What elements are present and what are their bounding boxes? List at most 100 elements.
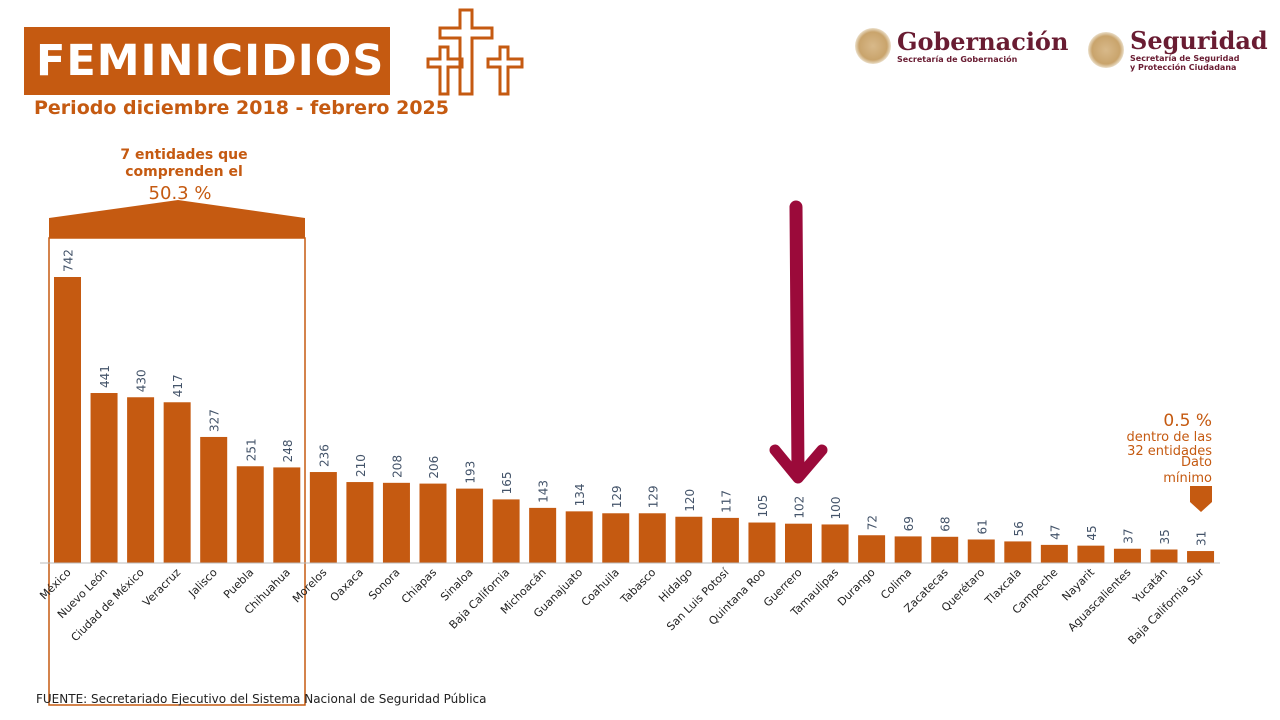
bar [492,499,520,563]
value-label: 143 [537,480,551,503]
value-label: 165 [500,471,514,494]
category-label: Puebla [221,566,256,601]
bar [346,482,374,563]
bar [90,393,118,563]
category-label: Tabasco [617,566,658,607]
bar [1113,548,1141,563]
logo-sub: y Protección Ciudadana [1130,63,1237,72]
bar [419,483,447,563]
bar [1077,545,1105,563]
min-text-3: Dato [1181,455,1212,470]
value-label: 206 [427,456,441,479]
bar [236,466,264,563]
value-label: 193 [464,461,478,484]
value-label: 236 [317,444,331,467]
group-label-1: 7 entidades que [120,147,247,163]
bar [1187,551,1215,563]
bar [309,472,337,563]
category-label: Aguascalientes [1065,566,1133,634]
min-text-1: dentro de las [1127,430,1213,445]
value-label: 72 [866,515,880,530]
bar [127,397,155,563]
value-label: 129 [646,485,660,508]
category-label: Veracruz [140,566,183,609]
value-label: 417 [171,374,185,397]
gobernacion-logo: Gobernación Secretaría de Gobernación [855,28,1068,64]
bar [456,488,484,563]
value-label: 31 [1195,531,1209,546]
bar [273,467,301,563]
category-label: Coahuila [579,566,622,609]
value-label: 120 [683,489,697,512]
bar [602,513,630,563]
bar [931,536,959,563]
value-label: 61 [975,519,989,534]
value-label: 37 [1121,528,1135,543]
bar [967,539,995,563]
value-label: 129 [610,485,624,508]
group-label-2: comprenden el [125,164,243,180]
bar [1004,541,1032,563]
category-label: San Luis Potosí [664,565,732,633]
value-label: 68 [939,517,953,532]
category-label: Oaxaca [328,566,367,605]
national-seal-icon [855,28,891,64]
bar [821,524,849,563]
bar [565,511,593,563]
value-label: 47 [1048,525,1062,540]
national-seal-icon [1088,32,1124,68]
value-label: 35 [1158,529,1172,544]
logo-name: Gobernación [897,26,1069,56]
period-subtitle: Periodo diciembre 2018 - febrero 2025 [34,97,449,119]
value-label: 102 [793,496,807,519]
value-label: 208 [390,455,404,478]
category-label: Durango [835,566,878,609]
bar [529,507,557,563]
bar [894,536,922,563]
bar [382,482,410,563]
highlight-arrow-icon [769,200,828,484]
source-footnote: FUENTE: Secretariado Ejecutivo del Siste… [36,692,487,706]
value-label: 441 [98,365,112,388]
value-label: 327 [208,409,222,432]
category-label: Chiapas [399,566,439,606]
value-label: 430 [135,369,149,392]
logo-name: Seguridad [1130,26,1268,55]
three-crosses-icon [426,8,524,96]
bar [785,523,812,563]
value-label: 251 [244,438,258,461]
bar [1150,549,1178,563]
bar [711,517,739,563]
bar [748,522,776,563]
top-group-bracket [48,200,306,706]
min-pct: 0.5 % [1163,411,1212,431]
category-label: Jalisco [185,566,220,601]
category-label: Sonora [366,566,403,603]
group-pct: 50.3 % [149,183,212,204]
page-title: FEMINICIDIOS [24,27,390,95]
value-label: 248 [281,440,295,463]
min-text-2: 32 entidades [1127,444,1212,459]
value-label: 742 [62,249,76,272]
logo-sub: Secretaría de Gobernación [897,54,1018,64]
bar [200,436,228,563]
logo-sub: Secretaría de Seguridad [1130,54,1240,63]
value-label: 45 [1085,525,1099,540]
category-label: Colima [878,566,914,602]
value-label: 210 [354,454,368,477]
category-label: Morelos [290,566,330,606]
min-marker-icon [1190,486,1212,512]
value-label: 100 [829,497,843,520]
seguridad-logo: Seguridad Secretaría de Seguridad y Prot… [1088,28,1268,72]
value-label: 117 [719,490,733,513]
value-label: 69 [902,516,916,531]
bar [1040,544,1068,563]
bar [163,402,191,563]
value-label: 56 [1012,521,1026,536]
bar [54,277,81,563]
category-label: México [37,566,74,603]
value-label: 134 [573,483,587,506]
bar [858,535,886,563]
bar [638,513,666,563]
